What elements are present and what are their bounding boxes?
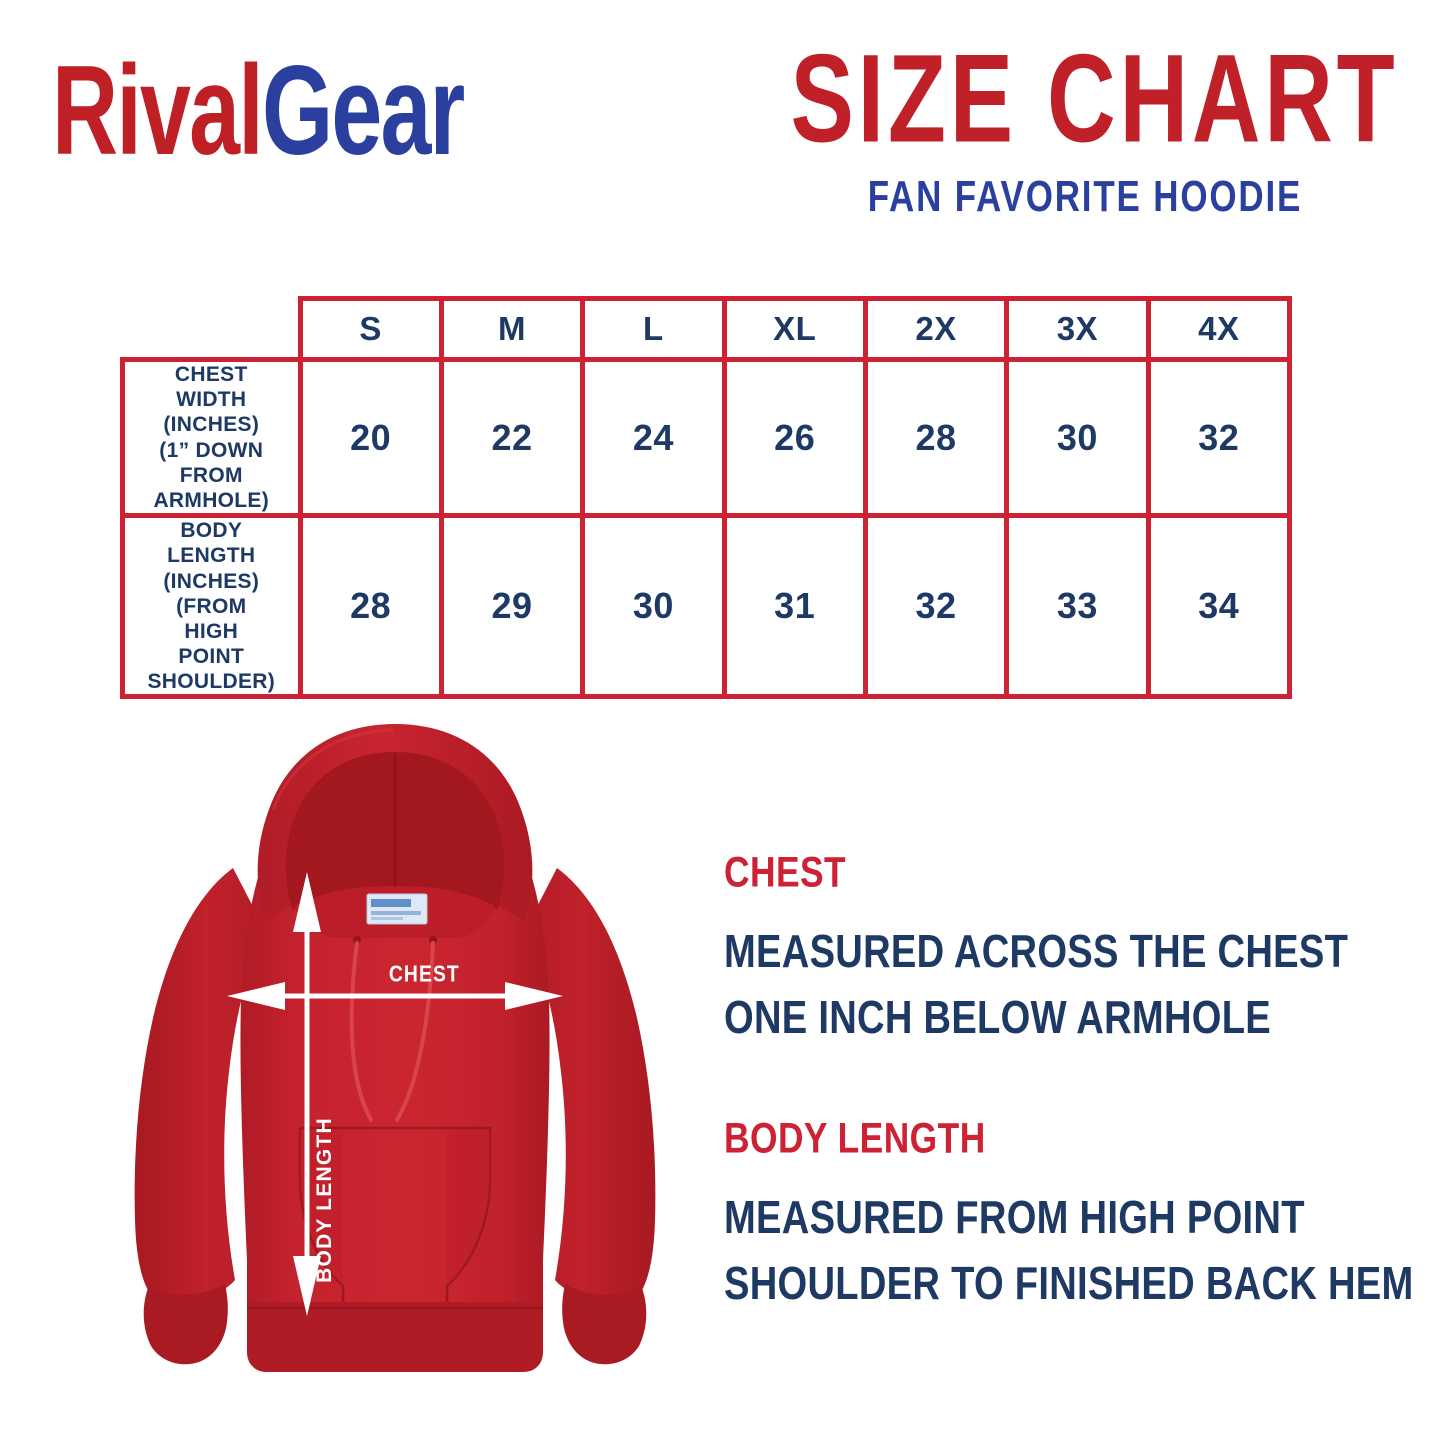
table-row-chest-width: CHEST WIDTH (INCHES) (1” DOWN FROM ARMHO…	[120, 356, 1293, 519]
column-header-m: M	[438, 296, 586, 362]
hoodie-left-cuff	[143, 1284, 228, 1365]
cell-chest-m: 22	[438, 356, 586, 519]
row-label-line: ARMHOLE)	[153, 488, 270, 512]
size-table-container: S M L XL 2X 3X 4X CHEST WIDTH (INCHES) (…	[120, 296, 1293, 700]
chest-measure-arrow	[227, 982, 563, 1010]
cell-length-2x: 32	[862, 513, 1010, 700]
column-header-s: S	[297, 296, 444, 362]
row-label-line: WIDTH	[176, 388, 247, 412]
row-label-line: LENGTH	[167, 544, 256, 568]
brand-logo-part1: Rival	[52, 40, 264, 183]
hoodie-hem	[247, 1302, 543, 1372]
row-label-line: HIGH	[184, 619, 239, 643]
hoodie-right-cuff	[562, 1284, 647, 1365]
row-label-line: (INCHES)	[163, 569, 260, 593]
cell-chest-4x: 32	[1145, 356, 1293, 519]
cell-chest-2x: 28	[862, 356, 1010, 519]
description-chest-line1: MEASURED ACROSS THE CHEST	[724, 924, 1349, 978]
cell-chest-l: 24	[580, 356, 727, 519]
row-label-line: BODY	[180, 519, 243, 543]
body-length-measure-arrow	[293, 872, 321, 1316]
brand-logo-part2: Gear	[261, 40, 465, 183]
cell-length-s: 28	[297, 513, 444, 700]
cell-chest-s: 20	[297, 356, 444, 519]
hoodie-right-sleeve	[525, 868, 656, 1297]
hoodie-drawstrings	[349, 936, 437, 1122]
column-header-l: L	[580, 296, 727, 362]
page-header: RivalGear SIZE CHART FAN FAVORITE HOODIE	[0, 0, 1445, 250]
pocket-shading	[300, 1130, 343, 1286]
title-block: SIZE CHART FAN FAVORITE HOODIE	[775, 29, 1399, 221]
row-label-line: (1” DOWN	[159, 438, 264, 462]
column-header-xl: XL	[721, 296, 868, 362]
column-header-4x: 4X	[1145, 296, 1293, 362]
page-subtitle: FAN FAVORITE HOODIE	[867, 173, 1303, 222]
table-row-body-length: BODY LENGTH (INCHES) (FROM HIGH POINT SH…	[120, 513, 1293, 700]
cell-length-3x: 33	[1004, 513, 1151, 700]
column-header-2x: 2X	[862, 296, 1010, 362]
column-header-3x: 3X	[1004, 296, 1151, 362]
brand-logo: RivalGear	[52, 48, 465, 175]
cell-length-m: 29	[438, 513, 586, 700]
body-length-arrow-label: BODY LENGTH	[313, 1117, 336, 1283]
description-body-length-line1: MEASURED FROM HIGH POINT	[724, 1190, 1305, 1244]
row-label-line: SHOULDER)	[147, 670, 276, 694]
size-table: S M L XL 2X 3X 4X CHEST WIDTH (INCHES) (…	[120, 296, 1293, 700]
hoodie-graphic: CHEST BODY LENGTH	[134, 724, 656, 1372]
table-header-row: S M L XL 2X 3X 4X	[123, 296, 1293, 362]
hoodie-pocket	[298, 1126, 492, 1302]
table-corner-cell	[123, 299, 301, 360]
row-label-body-length: BODY LENGTH (INCHES) (FROM HIGH POINT SH…	[120, 513, 303, 700]
cell-length-xl: 31	[721, 513, 868, 700]
description-body-length-line2: SHOULDER TO FINISHED BACK HEM	[724, 1256, 1414, 1310]
description-body-length-heading: BODY LENGTH	[724, 1115, 986, 1163]
hood-edge	[271, 728, 394, 811]
description-body-length: BODY LENGTH MEASURED FROM HIGH POINT SHO…	[724, 1115, 1413, 1306]
description-chest: CHEST MEASURED ACROSS THE CHEST ONE INCH…	[724, 849, 1349, 1040]
description-chest-heading: CHEST	[724, 849, 847, 897]
cell-length-4x: 34	[1145, 513, 1293, 700]
pocket-shading-right	[447, 1130, 490, 1286]
row-label-line: CHEST	[174, 363, 248, 386]
cell-chest-3x: 30	[1004, 356, 1151, 519]
page-title: SIZE CHART	[790, 29, 1399, 169]
cell-length-l: 30	[580, 513, 727, 700]
neck-brand-label	[366, 893, 428, 925]
row-label-chest-width: CHEST WIDTH (INCHES) (1” DOWN FROM ARMHO…	[120, 356, 303, 519]
row-label-line: FROM	[179, 463, 243, 487]
hoodie-left-sleeve	[134, 868, 265, 1297]
cell-chest-xl: 26	[721, 356, 868, 519]
row-label-line: POINT	[178, 645, 245, 669]
description-chest-line2: ONE INCH BELOW ARMHOLE	[724, 990, 1271, 1044]
row-label-line: (INCHES)	[163, 413, 260, 437]
row-label-line: (FROM	[176, 594, 247, 618]
chest-arrow-label: CHEST	[389, 961, 460, 987]
hoodie-illustration: CHEST BODY LENGTH	[95, 700, 715, 1440]
